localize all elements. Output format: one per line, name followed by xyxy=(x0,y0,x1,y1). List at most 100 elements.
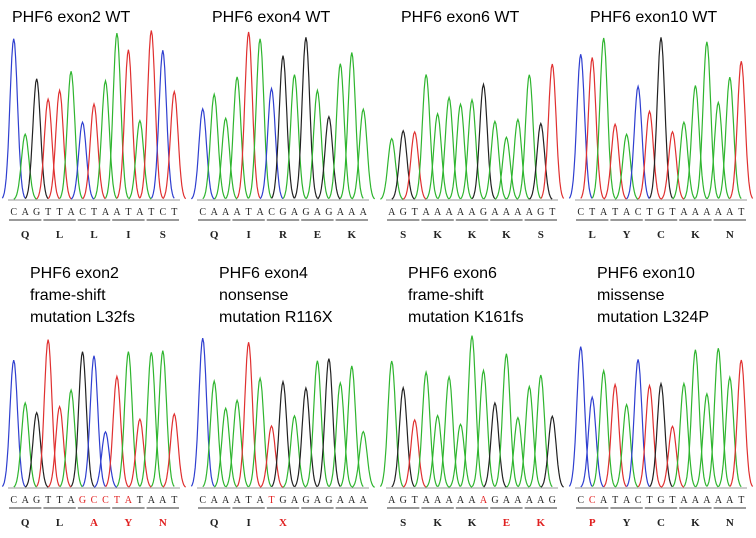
peak xyxy=(672,381,696,488)
peak xyxy=(351,107,376,200)
peak xyxy=(425,111,450,200)
base-letter: A xyxy=(514,207,522,218)
amino-acid: Q xyxy=(21,229,30,241)
amino-acid: C xyxy=(657,229,665,241)
peak xyxy=(190,337,215,487)
base-letter: A xyxy=(526,495,534,506)
peak xyxy=(13,132,37,200)
base-letter: A xyxy=(314,207,322,218)
base-letter: A xyxy=(291,495,299,506)
peak xyxy=(271,379,295,488)
base-letter: A xyxy=(468,495,476,506)
amino-acid: Y xyxy=(623,229,631,241)
panel-title: frame-shift xyxy=(30,287,106,304)
peak xyxy=(271,55,295,199)
peak xyxy=(305,360,330,487)
base-letter: T xyxy=(549,207,555,218)
amino-acid: K xyxy=(468,517,477,529)
peak xyxy=(24,411,49,488)
peak xyxy=(649,381,673,488)
panel-title: PHF6 exon10 WT xyxy=(590,9,717,26)
peak xyxy=(139,352,164,487)
amino-acid: S xyxy=(400,517,406,529)
peak xyxy=(529,121,553,200)
peak xyxy=(105,32,129,199)
amino-acid: K xyxy=(537,517,546,529)
amino-acid: Y xyxy=(124,517,132,529)
peak xyxy=(660,424,685,488)
peak xyxy=(528,374,553,488)
base-letter: C xyxy=(10,207,17,218)
peak xyxy=(425,414,450,488)
panel-title: PHF6 exon4 xyxy=(219,265,308,282)
peak xyxy=(225,398,249,488)
peak xyxy=(202,378,227,488)
peak xyxy=(162,412,187,488)
amino-acid: P xyxy=(589,517,596,529)
amino-acid: N xyxy=(726,229,734,241)
base-letter: C xyxy=(159,207,166,218)
peak xyxy=(614,132,639,200)
base-letter: T xyxy=(268,495,274,506)
peak xyxy=(317,114,341,200)
peak xyxy=(328,63,353,199)
base-letter: A xyxy=(491,207,499,218)
base-letter: A xyxy=(692,207,700,218)
peak xyxy=(59,71,83,199)
base-letter: A xyxy=(22,207,30,218)
base-letter: A xyxy=(314,495,322,506)
amino-acid: I xyxy=(246,517,250,529)
amino-acid: K xyxy=(691,517,700,529)
base-letter: G xyxy=(302,207,309,218)
base-letter: T xyxy=(171,495,177,506)
peak xyxy=(190,107,215,200)
peak xyxy=(59,388,83,488)
base-letter: T xyxy=(646,207,652,218)
peak xyxy=(128,417,152,488)
base-letter: G xyxy=(491,495,498,506)
base-letter: A xyxy=(234,495,242,506)
amino-acid: C xyxy=(657,517,665,529)
peak xyxy=(483,401,507,488)
peak xyxy=(603,382,627,488)
peak xyxy=(162,89,187,200)
amino-acid: K xyxy=(691,229,700,241)
amino-acid: K xyxy=(348,229,357,241)
base-letter: A xyxy=(22,495,30,506)
base-letter: A xyxy=(715,495,723,506)
peak xyxy=(637,109,662,200)
peak xyxy=(93,78,118,200)
base-letter: A xyxy=(623,207,631,218)
base-letter: A xyxy=(514,495,522,506)
panel-title: frame-shift xyxy=(408,287,484,304)
amino-acid: Y xyxy=(623,517,631,529)
peak xyxy=(282,74,307,199)
peak xyxy=(695,391,719,488)
peak xyxy=(36,339,61,487)
peak xyxy=(116,49,141,199)
base-letter: A xyxy=(457,207,465,218)
peak xyxy=(580,57,605,199)
amino-acid: N xyxy=(159,517,167,529)
amino-acid: E xyxy=(503,517,510,529)
base-letter: T xyxy=(646,495,652,506)
base-letter: A xyxy=(503,207,511,218)
base-letter: T xyxy=(412,207,418,218)
base-letter: A xyxy=(703,495,711,506)
peak xyxy=(460,335,484,487)
base-letter: T xyxy=(45,495,51,506)
base-letter: A xyxy=(291,207,299,218)
base-letter: C xyxy=(635,495,642,506)
base-letter: A xyxy=(715,207,723,218)
base-letter: A xyxy=(423,495,431,506)
peak xyxy=(506,117,530,200)
amino-acid: K xyxy=(433,517,442,529)
base-letter: T xyxy=(125,207,131,218)
base-letter: A xyxy=(703,207,711,218)
peak xyxy=(328,380,353,488)
base-letter: T xyxy=(669,207,675,218)
peak xyxy=(391,385,416,488)
peak xyxy=(47,404,72,488)
peak xyxy=(729,61,754,199)
base-letter: C xyxy=(10,495,17,506)
